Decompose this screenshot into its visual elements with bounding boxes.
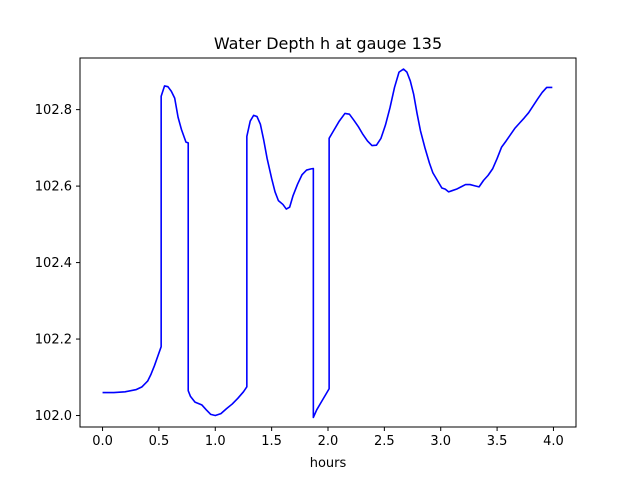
x-tick-label: 1.0 xyxy=(205,434,226,449)
x-tick-label: 4.0 xyxy=(543,434,564,449)
x-axis: 0.0 0.5 1.0 1.5 2.0 2.5 3.0 3.5 4.0 xyxy=(92,427,564,449)
x-tick-label: 0.0 xyxy=(92,434,113,449)
x-tick-label: 3.0 xyxy=(430,434,451,449)
y-tick-label: 102.4 xyxy=(35,256,72,271)
y-tick-label: 102.2 xyxy=(35,333,72,348)
x-tick-label: 2.0 xyxy=(318,434,339,449)
x-tick-label: 0.5 xyxy=(149,434,170,449)
series-line xyxy=(102,68,553,419)
x-tick-label: 3.5 xyxy=(487,434,508,449)
y-tick-label: 102.6 xyxy=(35,180,72,195)
chart-title: Water Depth h at gauge 135 xyxy=(214,34,442,53)
x-tick-label: 2.5 xyxy=(374,434,395,449)
y-tick-label: 102.0 xyxy=(35,409,72,424)
y-axis: 102.0 102.2 102.4 102.6 102.8 xyxy=(35,103,80,424)
y-tick-label: 102.8 xyxy=(35,103,72,118)
x-axis-label: hours xyxy=(310,456,347,471)
line-layer xyxy=(102,68,553,419)
x-tick-label: 1.5 xyxy=(261,434,282,449)
